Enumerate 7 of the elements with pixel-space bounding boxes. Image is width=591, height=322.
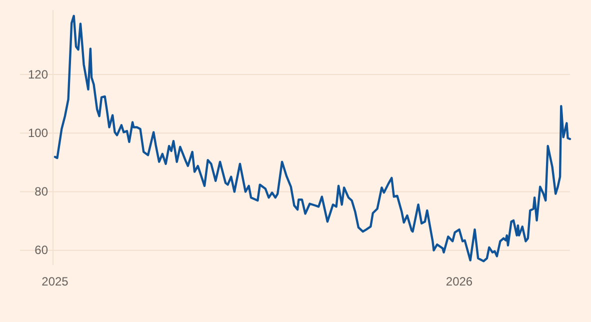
y-tick-label: 80 bbox=[34, 184, 48, 199]
x-tick-label: 2026 bbox=[446, 274, 473, 289]
y-tick-label: 120 bbox=[28, 67, 48, 82]
y-tick-label: 100 bbox=[28, 126, 48, 140]
x-tick-label: 2025 bbox=[42, 274, 69, 289]
y-tick-label: 60 bbox=[34, 243, 48, 258]
line-series bbox=[54, 14, 572, 262]
